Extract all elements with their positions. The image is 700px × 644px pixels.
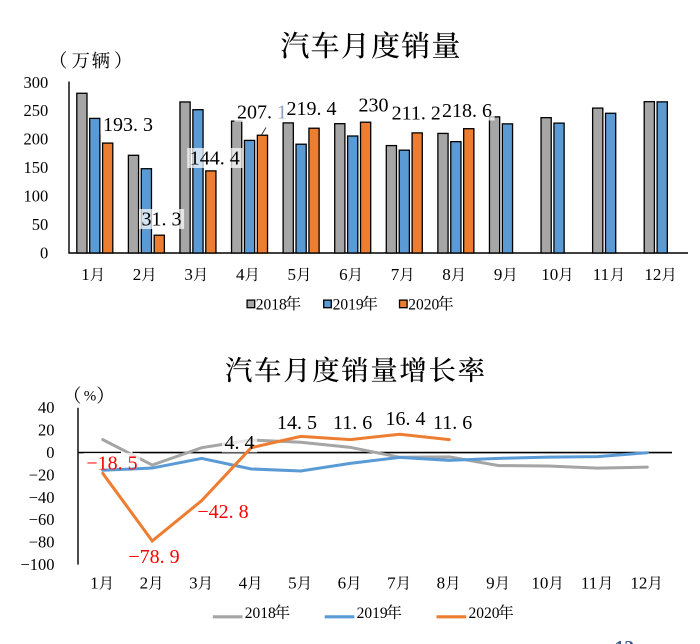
svg-text:200: 200 [23, 130, 48, 149]
svg-text:11. 6: 11. 6 [333, 412, 372, 434]
svg-text:−40: −40 [29, 488, 55, 507]
svg-text:5: 5 [288, 265, 297, 284]
svg-text:5: 5 [288, 574, 297, 593]
svg-text:11: 11 [593, 265, 609, 284]
svg-text:2020: 2020 [469, 605, 500, 622]
svg-text:0: 0 [40, 243, 48, 262]
svg-text:−80: −80 [29, 533, 55, 552]
svg-text:31. 3: 31. 3 [142, 209, 182, 231]
svg-text:8: 8 [442, 265, 451, 284]
svg-text:144. 4: 144. 4 [190, 148, 240, 170]
svg-text:2: 2 [133, 265, 142, 284]
svg-text:207. 1: 207. 1 [237, 102, 287, 124]
svg-text:2: 2 [140, 574, 149, 593]
svg-text:10: 10 [531, 574, 548, 593]
svg-text:4: 4 [236, 265, 245, 284]
svg-text:−78. 9: −78. 9 [128, 546, 179, 568]
svg-text:9: 9 [494, 265, 503, 284]
svg-text:12: 12 [615, 638, 635, 644]
svg-text:3: 3 [184, 265, 193, 284]
svg-text:3: 3 [189, 574, 198, 593]
svg-text:−60: −60 [29, 510, 55, 529]
svg-text:6: 6 [339, 265, 348, 284]
svg-text:20: 20 [38, 421, 55, 440]
svg-text:1: 1 [81, 265, 90, 284]
svg-text:11: 11 [581, 574, 597, 593]
svg-text:300: 300 [23, 73, 48, 92]
svg-text:14. 5: 14. 5 [277, 412, 317, 434]
svg-text:250: 250 [23, 101, 48, 120]
svg-text:12: 12 [644, 265, 661, 284]
svg-text:7: 7 [387, 574, 396, 593]
svg-text:−18. 5: −18. 5 [86, 453, 137, 475]
svg-text:12: 12 [630, 574, 647, 593]
svg-text:2020: 2020 [408, 296, 439, 313]
svg-text:40: 40 [38, 398, 55, 417]
svg-text:219. 4: 219. 4 [287, 98, 337, 120]
svg-text:8: 8 [437, 574, 446, 593]
svg-text:100: 100 [23, 187, 48, 206]
svg-text:230: 230 [359, 95, 389, 117]
svg-text:10: 10 [541, 265, 558, 284]
svg-text:218. 6: 218. 6 [442, 100, 492, 122]
svg-text:7: 7 [391, 265, 400, 284]
svg-text:2019: 2019 [357, 605, 388, 622]
svg-text:6: 6 [338, 574, 347, 593]
svg-text:−42. 8: −42. 8 [197, 501, 248, 523]
svg-text:1: 1 [90, 574, 99, 593]
svg-text:9: 9 [486, 574, 495, 593]
svg-text:150: 150 [23, 158, 48, 177]
svg-text:193. 3: 193. 3 [103, 114, 153, 136]
svg-text:211. 2: 211. 2 [392, 102, 441, 124]
svg-text:2019: 2019 [333, 296, 364, 313]
svg-text:%: % [84, 388, 97, 404]
svg-text:50: 50 [32, 215, 49, 234]
svg-text:16. 4: 16. 4 [386, 408, 426, 430]
svg-text:4. 4: 4. 4 [225, 432, 255, 454]
svg-text:2018: 2018 [245, 605, 276, 622]
svg-text:4: 4 [239, 574, 248, 593]
svg-text:2018: 2018 [256, 296, 287, 313]
svg-text:−100: −100 [20, 555, 54, 574]
svg-text:0: 0 [46, 443, 54, 462]
svg-text:11. 6: 11. 6 [433, 412, 472, 434]
svg-text:−20: −20 [29, 465, 55, 484]
